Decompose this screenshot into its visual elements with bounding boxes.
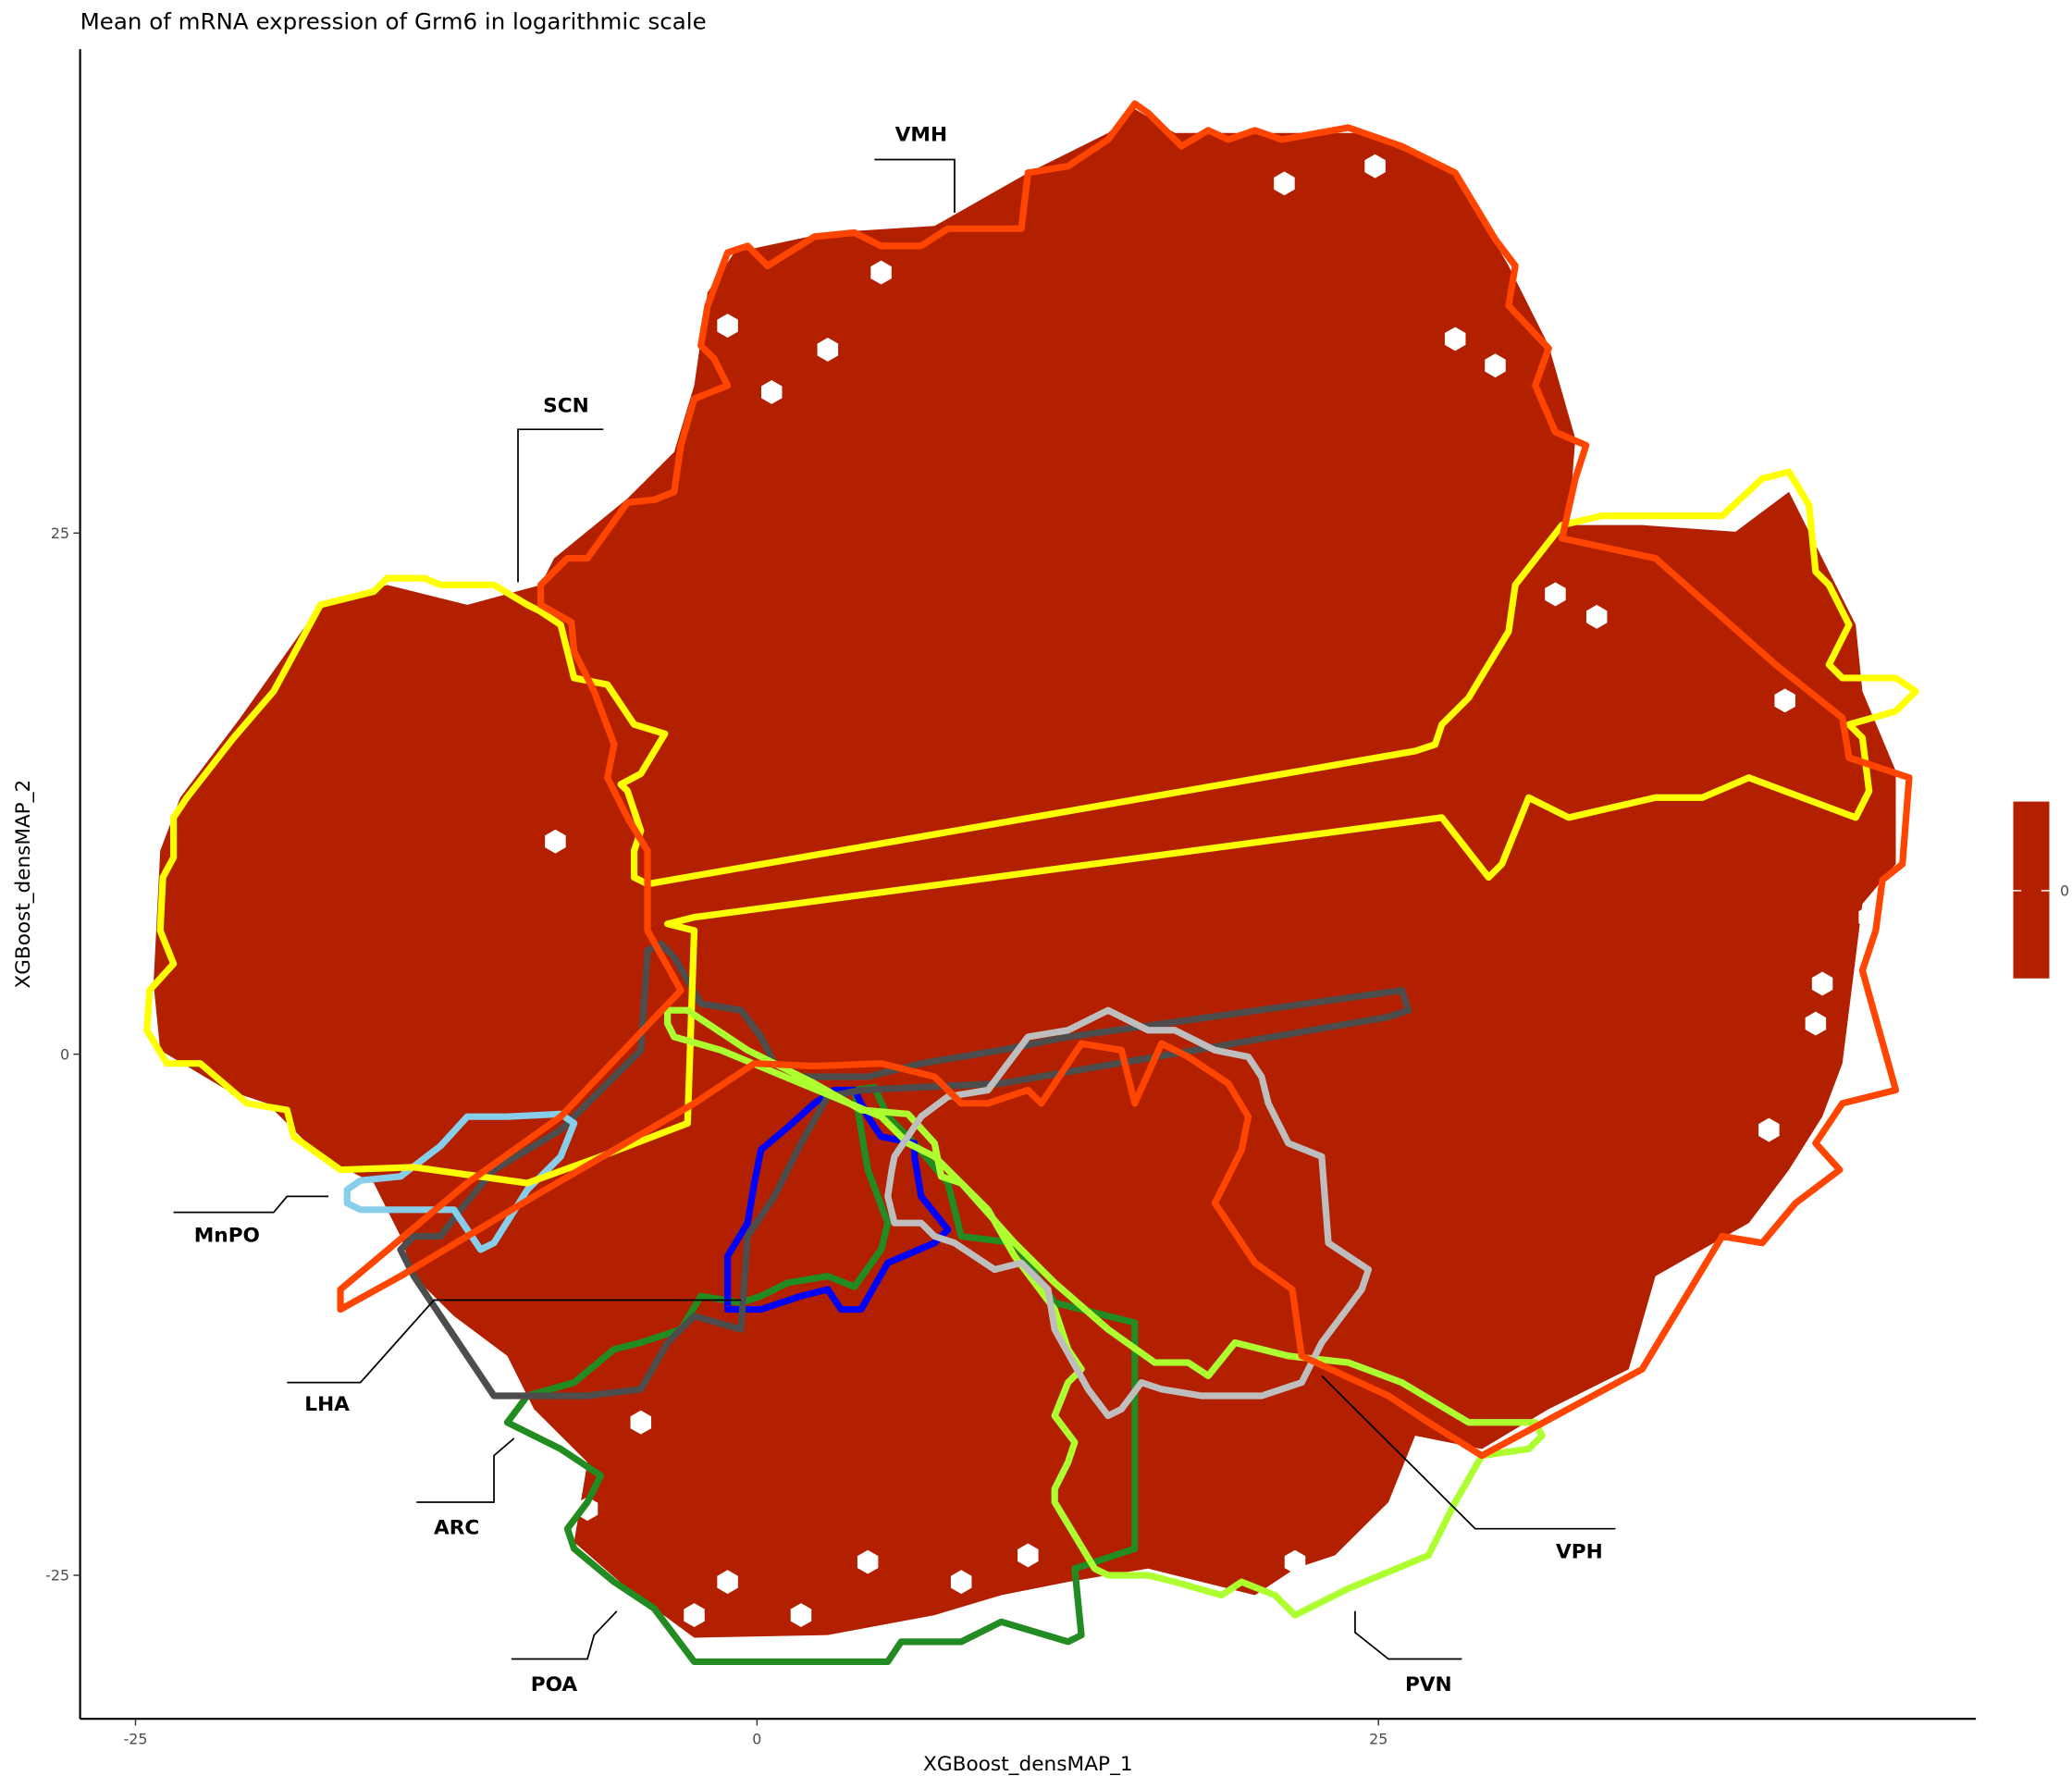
- legend-label: 0: [2060, 882, 2069, 900]
- empty-hex-cell: [817, 338, 839, 362]
- region-label-vph: VPH: [1556, 1540, 1603, 1563]
- region-outline-vph: [884, 1006, 1372, 1420]
- leader-line-vph: [1321, 1375, 1616, 1530]
- empty-hex-cell: [1758, 1117, 1780, 1142]
- empty-hex-cell: [1805, 1011, 1827, 1036]
- empty-hex-cell: [950, 1570, 972, 1595]
- x-tick-label: -25: [124, 1731, 148, 1748]
- empty-hex-cell: [857, 1549, 879, 1574]
- leader-line-pvn: [1354, 1610, 1462, 1660]
- empty-hex-cell: [717, 314, 738, 339]
- region-label-lha: LHA: [304, 1393, 350, 1416]
- empty-hex-cell: [1364, 1530, 1386, 1554]
- leader-line-lha: [287, 1299, 742, 1384]
- empty-hex-cell: [1651, 1290, 1673, 1315]
- empty-hex-cell: [1585, 604, 1608, 629]
- empty-hex-cell: [1811, 971, 1833, 996]
- region-label-scn: SCN: [543, 395, 589, 418]
- region-label-arc: ARC: [434, 1516, 479, 1539]
- region-outline-mnpo: [343, 1110, 578, 1253]
- y-axis-label: XGBoost_densMAP_2: [12, 780, 35, 989]
- region-outline-lha: [397, 940, 1412, 1400]
- empty-hex-cell: [630, 1410, 652, 1435]
- empty-hex-cell: [1284, 1549, 1306, 1574]
- y-tick-label: 25: [51, 524, 69, 542]
- x-tick-label: 0: [752, 1731, 761, 1748]
- empty-hex-cell: [684, 1603, 705, 1628]
- y-tick-label: -25: [45, 1567, 69, 1585]
- empty-hex-cell: [1485, 353, 1506, 378]
- x-axis-label: XGBoost_densMAP_1: [923, 1753, 1133, 1776]
- y-tick-label: 0: [60, 1045, 69, 1063]
- region-label-poa: POA: [531, 1673, 578, 1696]
- empty-hex-cell: [1444, 327, 1466, 352]
- region-label-mnpo: MnPO: [194, 1224, 260, 1247]
- empty-hex-cell: [1545, 582, 1566, 607]
- region-outline-pvn: [664, 1006, 1546, 1619]
- leader-line-arc: [416, 1437, 515, 1503]
- leader-line-poa: [511, 1610, 618, 1660]
- region-outline-vmh: [337, 100, 1913, 1460]
- empty-hex-cell: [1774, 688, 1795, 713]
- leader-line-mnpo: [173, 1195, 329, 1214]
- legend: 0: [2013, 801, 2069, 979]
- empty-hex-cell: [1057, 1610, 1079, 1634]
- region-outline-scn: [143, 468, 1919, 1187]
- empty-hex-cell: [1274, 171, 1295, 196]
- empty-hex-cell: [1364, 154, 1386, 179]
- region-label-pvn: PVN: [1405, 1673, 1452, 1696]
- x-tick-label: 25: [1369, 1731, 1388, 1748]
- chart-title: Mean of mRNA expression of Grm6 in logar…: [80, 8, 707, 35]
- empty-hex-cell: [870, 260, 892, 285]
- empty-hex-cell: [1018, 1543, 1039, 1568]
- axis-ticks: -25 0 25 25 0 -25: [45, 524, 1388, 1747]
- empty-hex-cell: [576, 1497, 598, 1522]
- leader-line-scn: [517, 428, 604, 583]
- empty-hex-cell: [790, 1603, 812, 1628]
- region-outlines: [143, 100, 1919, 1665]
- empty-hex-cell: [717, 1570, 738, 1595]
- empty-hex-cell: [760, 380, 783, 404]
- region-label-vmh: VMH: [895, 123, 947, 146]
- region-annotations: VMH SCN MnPO LHA ARC POA PVN VPH: [173, 123, 1616, 1696]
- empty-hex-cell: [545, 829, 566, 854]
- leader-line-vmh: [874, 158, 956, 213]
